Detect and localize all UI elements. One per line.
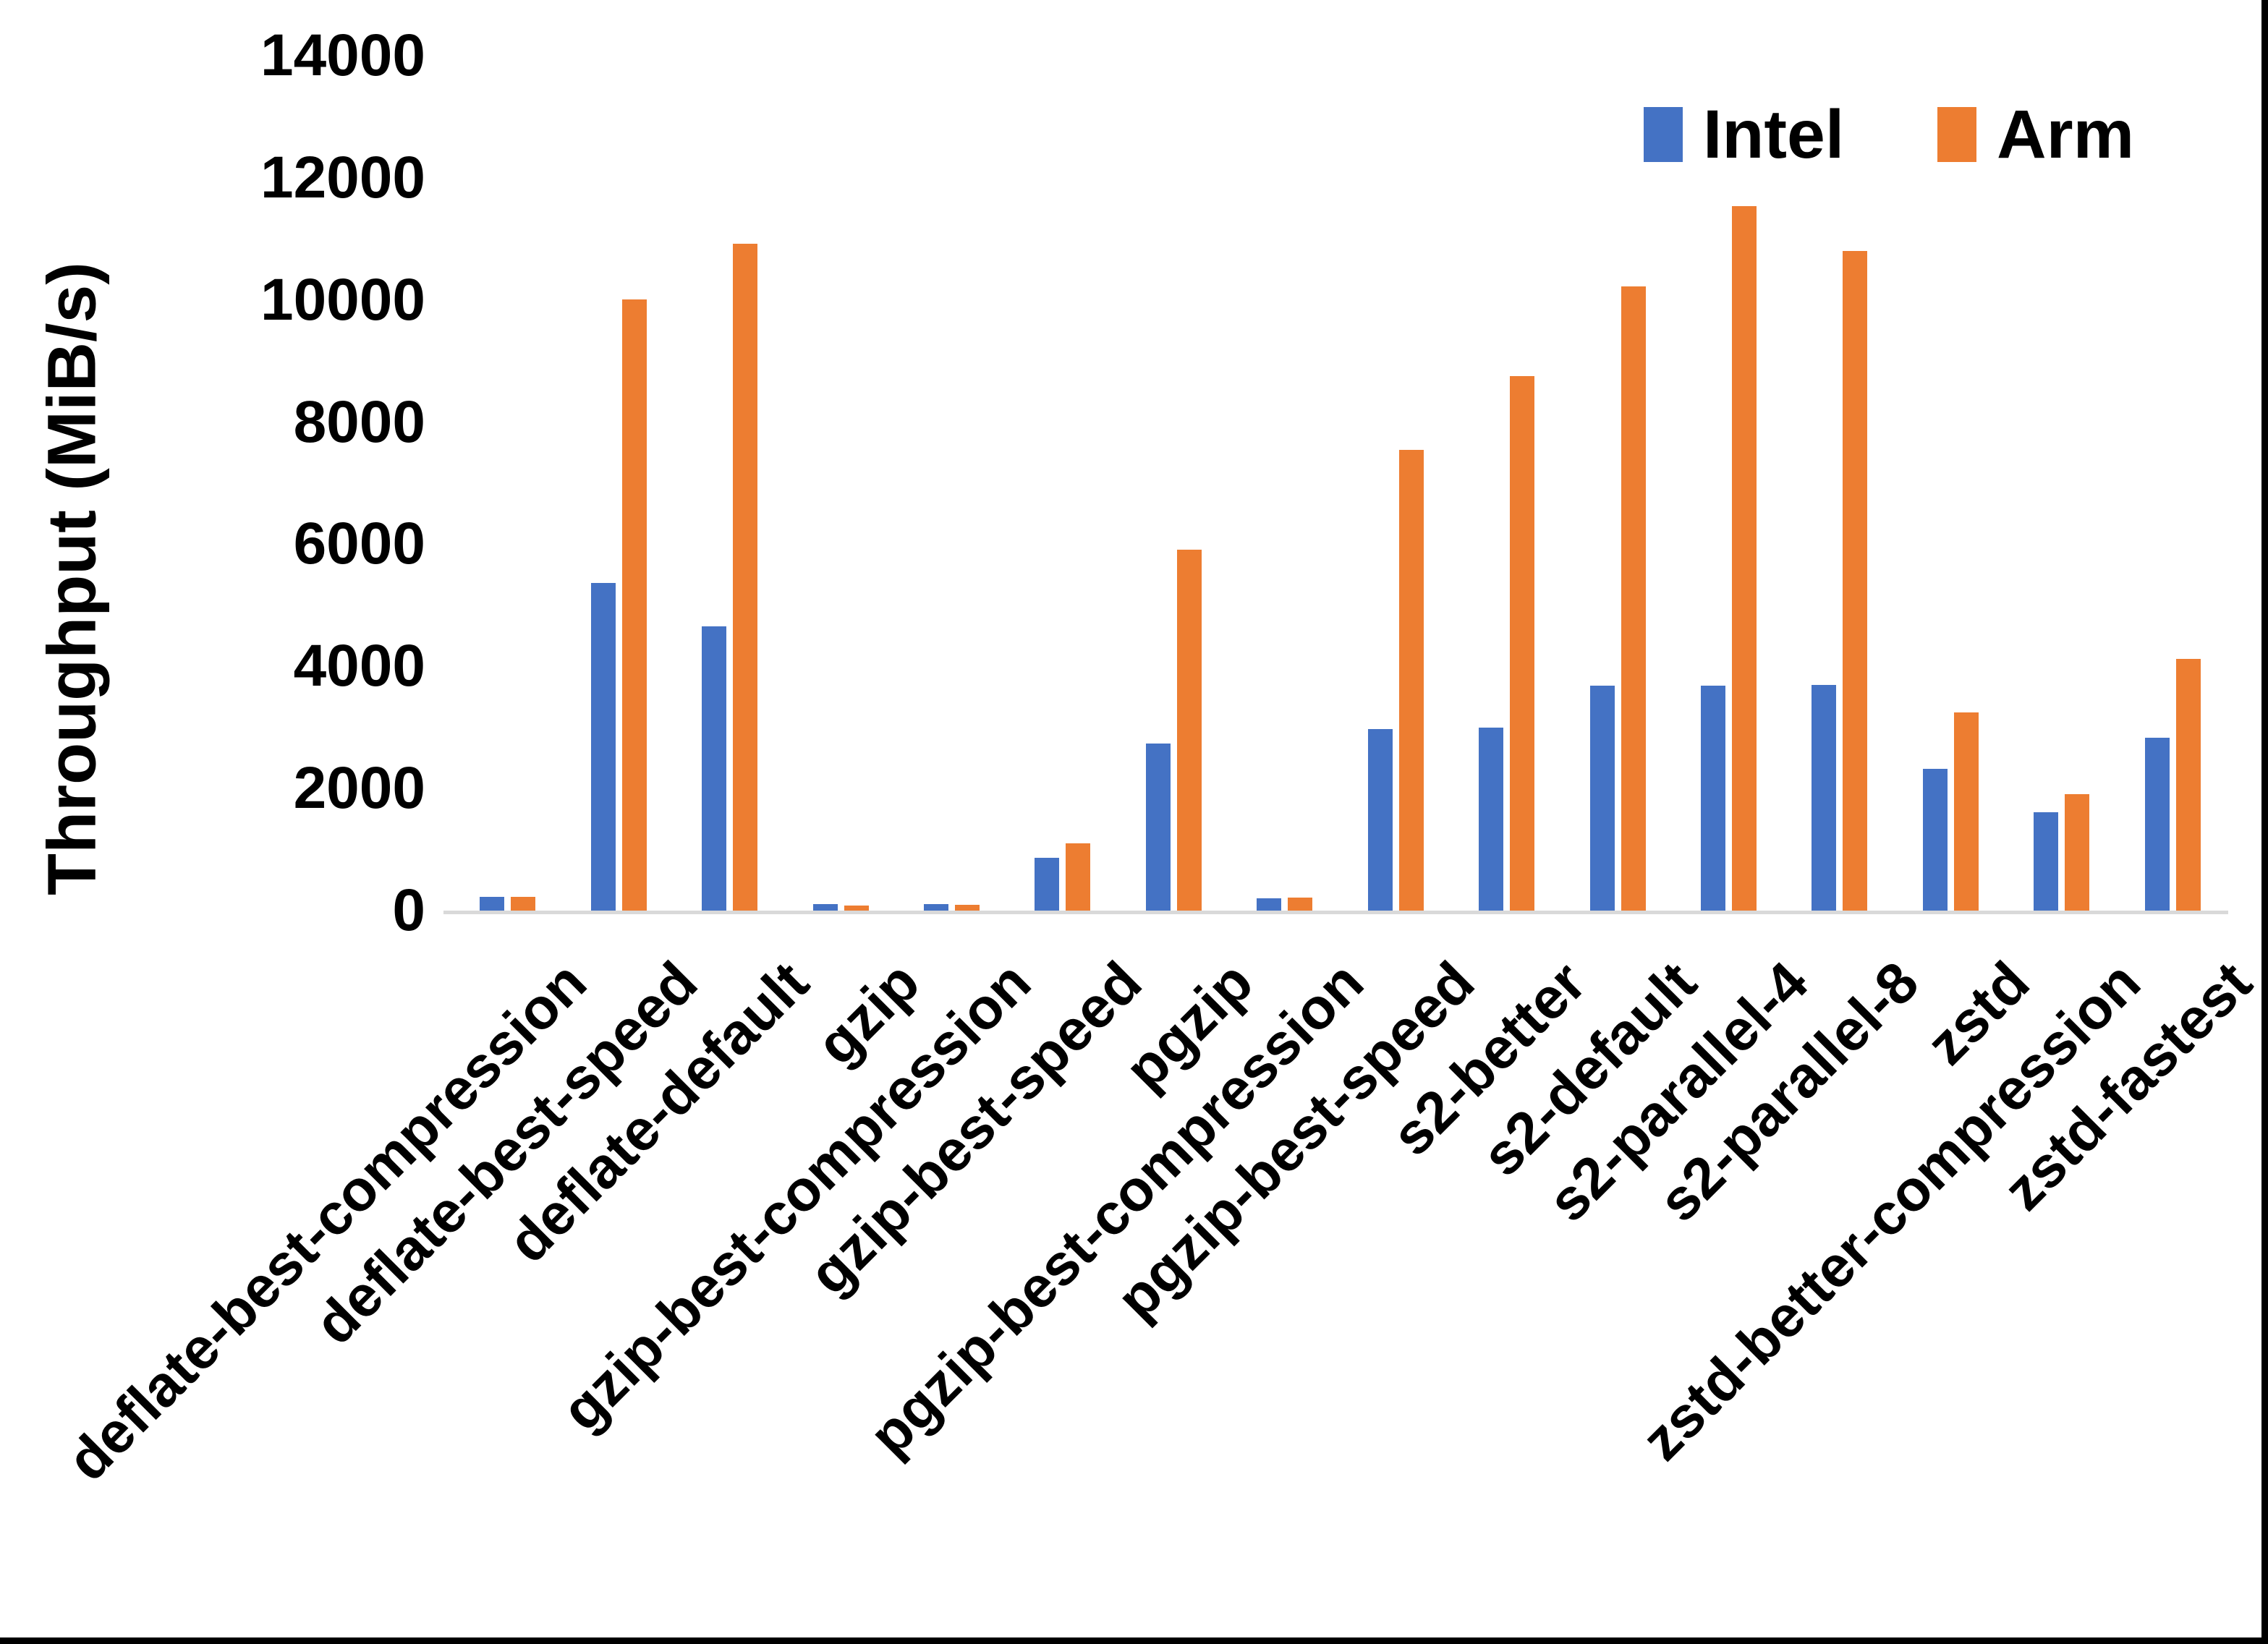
bar-intel-deflate-best-compression [480,896,505,912]
bar-arm-gzip-best-speed [1066,843,1091,912]
y-tick-label: 4000 [293,633,425,699]
bar-arm-deflate-best-speed [621,299,647,912]
bar-intel-deflate-best-speed [590,582,616,912]
bar-intel-gzip [812,904,838,912]
bar-intel-pgzip-best-compression [1257,898,1282,912]
bar-arm-s2-parallel-4 [1732,206,1757,912]
legend-label-arm: Arm [1997,96,2135,173]
y-tick-label: 0 [392,877,425,943]
y-tick-label: 2000 [293,755,425,822]
bar-arm-s2-better [1510,375,1535,912]
bar-arm-zstd-better-compression [2065,794,2090,912]
legend-item-intel: Intel [1644,100,1844,169]
bar-arm-zstd [1953,712,1979,912]
screen-edge-right [2261,0,2268,1644]
bar-intel-s2-better [1479,728,1504,912]
bar-intel-s2-parallel-8 [1812,684,1837,912]
bar-arm-deflate-default [733,243,758,912]
bar-intel-pgzip [1145,743,1171,912]
bar-arm-pgzip-best-compression [1288,898,1313,912]
bar-arm-s2-parallel-8 [1843,250,1868,912]
bar-arm-pgzip [1176,550,1202,912]
screen-edge-bottom [0,1637,2268,1644]
bar-intel-gzip-best-speed [1035,857,1060,912]
bar-intel-zstd [1922,768,1948,912]
bar-arm-pgzip-best-speed [1398,449,1424,912]
x-axis-line [443,911,2228,914]
y-tick-label: 12000 [260,144,425,210]
bar-intel-s2-default [1589,685,1615,912]
bar-intel-deflate-default [702,626,727,912]
legend-item-arm: Arm [1937,100,2134,169]
bar-arm-zstd-fastest [2175,659,2201,912]
bar-arm-gzip-best-compression [954,905,980,912]
legend-label-intel: Intel [1703,96,1845,173]
bar-arm-s2-default [1621,286,1646,912]
bar-intel-gzip-best-compression [923,904,948,912]
bar-intel-pgzip-best-speed [1367,728,1393,912]
y-tick-label: 8000 [293,388,425,455]
bar-arm-gzip [844,905,869,912]
y-tick-label: 14000 [260,22,425,88]
bar-intel-zstd-fastest [2144,737,2170,912]
bar-intel-s2-parallel-4 [1701,685,1726,912]
y-tick-label: 10000 [260,266,425,333]
legend-swatch-arm [1937,107,1976,162]
legend-swatch-intel [1644,107,1683,162]
y-tick-label: 6000 [293,511,425,577]
bar-intel-zstd-better-compression [2034,812,2059,912]
bar-arm-deflate-best-compression [511,897,536,912]
